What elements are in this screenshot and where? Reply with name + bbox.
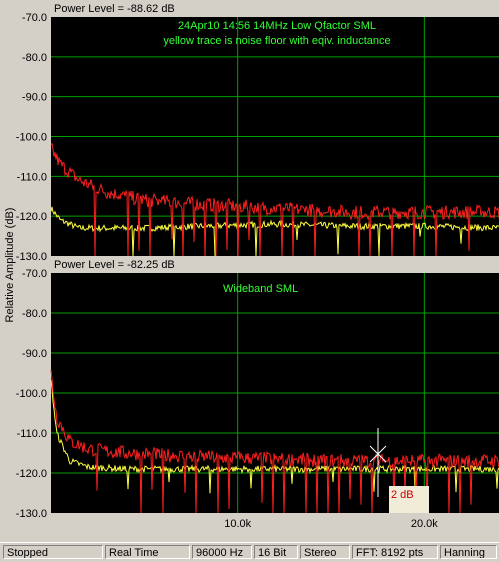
y-tick-label: -100.0	[16, 132, 47, 144]
yellow-noise-trace	[50, 380, 499, 494]
status-sample-rate: 96000 Hz	[192, 545, 252, 559]
spectrum-panel-1[interactable]: 24Apr10 14:56 14MHz Low Qfactor SML yell…	[50, 17, 499, 257]
y-tick-label: -80.0	[22, 308, 47, 320]
y-tick-label: -100.0	[16, 388, 47, 400]
spectrum-panel-2[interactable]: Wideband SML 2 dB	[50, 273, 499, 514]
power-level-label-1: Power Level = -88.62 dB	[54, 3, 175, 15]
y-tick-label: -90.0	[22, 92, 47, 104]
status-fft: FFT: 8192 pts	[352, 545, 438, 559]
red-trace	[50, 142, 499, 257]
spectrum-plots: Power Level = -88.62 dB 24Apr10 14:56 14…	[16, 3, 499, 530]
y-tick-label: -70.0	[22, 12, 47, 24]
y-tick-label: -130.0	[16, 251, 47, 263]
annotation-title-1: 24Apr10 14:56 14MHz Low Qfactor SML	[178, 20, 376, 32]
cursor-crosshair[interactable]	[369, 428, 387, 497]
y-ticks-1: -70.0 -80.0 -90.0 -100.0 -110.0 -120.0 -130.0	[16, 12, 47, 263]
y-tick-label: -130.0	[16, 508, 47, 520]
y-tick-label: -110.0	[17, 171, 47, 183]
y-tick-label: -70.0	[22, 268, 47, 280]
y-tick-label: -80.0	[22, 52, 47, 64]
status-bar: Stopped Real Time 96000 Hz 16 Bit Stereo…	[0, 542, 499, 562]
x-tick-label: 10.0k	[224, 518, 251, 530]
red-trace	[50, 369, 499, 514]
y-tick-label: -110.0	[17, 428, 47, 440]
y-tick-label: -90.0	[22, 348, 47, 360]
x-tick-label: 20.0k	[411, 518, 438, 530]
cursor-readout-box	[389, 486, 429, 513]
power-level-label-2: Power Level = -82.25 dB	[54, 259, 175, 271]
status-mode: Real Time	[105, 545, 190, 559]
annotation-subtitle-1: yellow trace is noise floor with eqiv. i…	[163, 35, 390, 47]
status-window: Hanning	[440, 545, 497, 559]
yellow-noise-trace	[50, 206, 499, 257]
y-tick-label: -120.0	[16, 468, 47, 480]
status-bits: 16 Bit	[254, 545, 298, 559]
y-tick-label: -120.0	[16, 211, 47, 223]
status-state: Stopped	[3, 545, 103, 559]
annotation-title-2: Wideband SML	[223, 283, 298, 295]
status-channels: Stereo	[300, 545, 350, 559]
x-ticks: 10.0k 20.0k	[224, 518, 438, 530]
y-ticks-2: -70.0 -80.0 -90.0 -100.0 -110.0 -120.0 -130.0	[16, 268, 47, 520]
cursor-readout: 2 dB	[391, 489, 414, 501]
